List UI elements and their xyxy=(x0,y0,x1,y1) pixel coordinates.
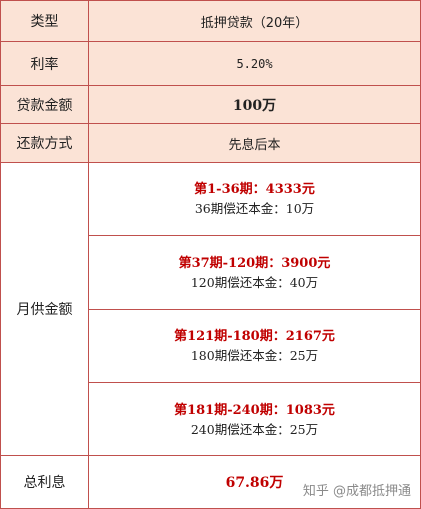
period-3-headline: 第121期-180期：2167元 xyxy=(174,329,335,344)
row-monthly: 月供金额 第1-36期：4333元 36期偿还本金：10万 第37期-120期：… xyxy=(1,162,420,455)
period-4-detail: 240期偿还本金：25万 xyxy=(190,421,319,437)
monthly-label: 月供金额 xyxy=(1,163,89,455)
method-label: 还款方式 xyxy=(1,124,89,162)
row-type: 类型 抵押贷款（20年） xyxy=(1,1,420,41)
row-rate: 利率 5.20% xyxy=(1,41,420,85)
period-2-headline: 第37期-120期：3900元 xyxy=(178,255,331,271)
interest-label: 总利息 xyxy=(1,456,89,508)
period-block-4: 第181期-240期：1083元 240期偿还本金：25万 xyxy=(89,382,420,456)
row-method: 还款方式 先息后本 xyxy=(1,123,420,162)
period-2-detail: 120期偿还本金：40万 xyxy=(190,274,319,290)
period-block-3: 第121期-180期：2167元 180期偿还本金：25万 xyxy=(89,309,420,382)
period-1-headline: 第1-36期：4333元 xyxy=(194,182,315,197)
type-label: 类型 xyxy=(1,1,89,41)
period-block-2: 第37期-120期：3900元 120期偿还本金：40万 xyxy=(89,235,420,309)
type-value: 抵押贷款（20年） xyxy=(200,15,309,31)
period-block-1: 第1-36期：4333元 36期偿还本金：10万 xyxy=(89,163,420,235)
rate-label: 利率 xyxy=(1,42,89,85)
period-1-detail: 36期偿还本金：10万 xyxy=(194,201,315,216)
amount-label: 贷款金额 xyxy=(1,86,89,123)
interest-value: 67.86万 xyxy=(225,475,284,491)
amount-value: 100万 xyxy=(232,97,277,114)
method-value: 先息后本 xyxy=(228,137,281,153)
rate-value: 5.20% xyxy=(236,56,273,71)
period-3-detail: 180期偿还本金：25万 xyxy=(190,348,319,363)
period-4-headline: 第181期-240期：1083元 xyxy=(174,402,335,418)
row-interest: 总利息 67.86万 xyxy=(1,455,420,508)
row-amount: 贷款金额 100万 xyxy=(1,85,420,123)
watermark: 知乎 @成都抵押通 xyxy=(302,484,411,499)
